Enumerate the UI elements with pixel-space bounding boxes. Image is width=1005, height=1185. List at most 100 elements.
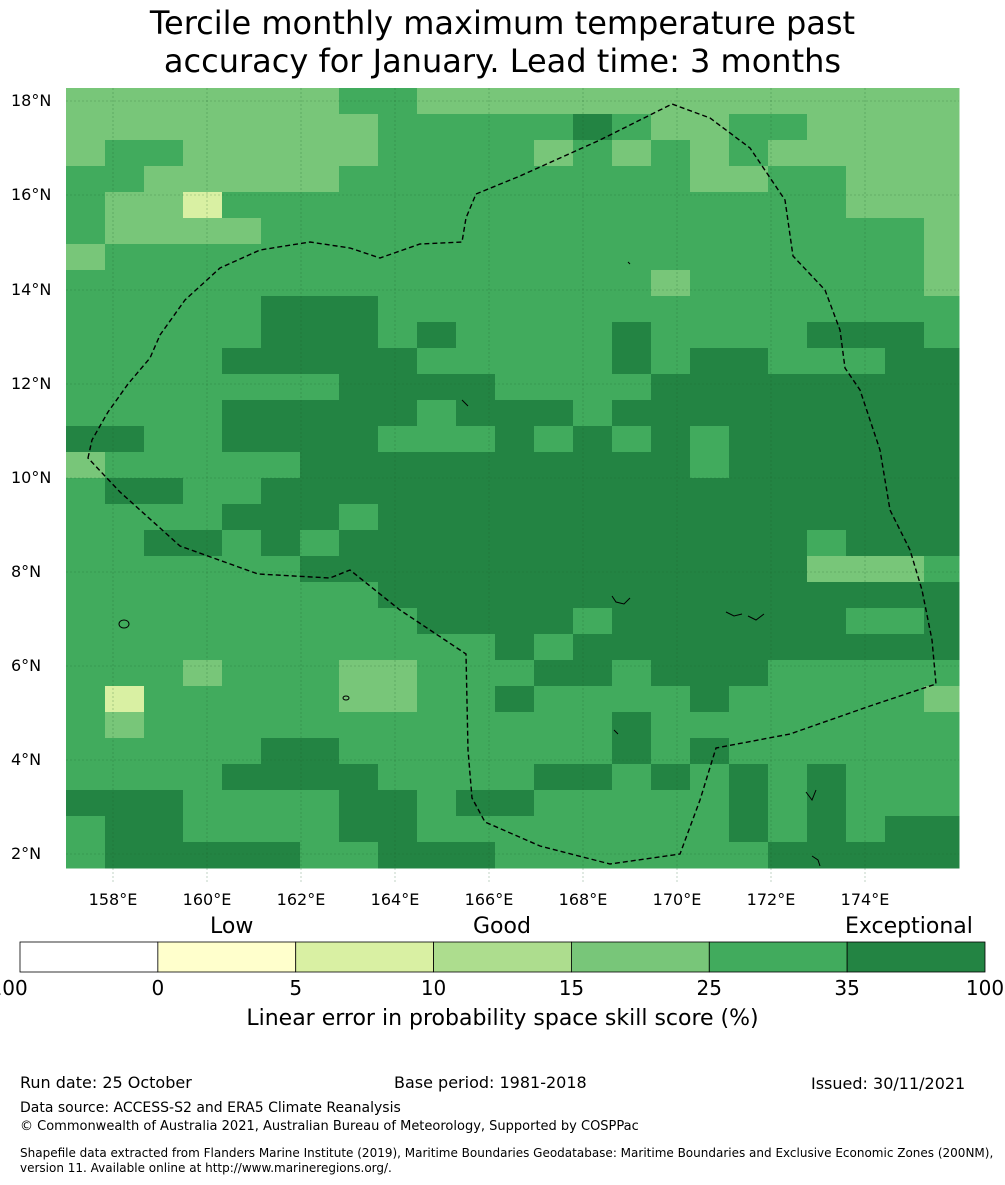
grid-cell [378, 608, 418, 635]
grid-cell [807, 400, 847, 427]
grid-cell [612, 738, 652, 765]
grid-cell [924, 790, 960, 817]
grid-cell [456, 192, 496, 219]
grid-cell [378, 504, 418, 531]
grid-cell [105, 296, 145, 323]
grid-cell [885, 166, 925, 193]
grid-cell [378, 712, 418, 739]
grid-cell [690, 582, 730, 609]
grid-cell [339, 322, 379, 349]
grid-cell [495, 738, 535, 765]
grid-cell [456, 452, 496, 479]
eez-boundary [87, 103, 937, 865]
grid-cell [300, 322, 340, 349]
grid-cell [729, 322, 769, 349]
grid-cell [495, 374, 535, 401]
grid-cell [768, 114, 808, 141]
grid-cell [417, 88, 457, 115]
grid-cell [690, 270, 730, 297]
grid-cell [378, 322, 418, 349]
grid-cell [378, 114, 418, 141]
grid-cell [417, 114, 457, 141]
grid-cell [105, 556, 145, 583]
grid-cell [846, 244, 886, 271]
grid-cell [807, 114, 847, 141]
grid-cell [534, 790, 574, 817]
grid-cell [144, 608, 184, 635]
grid-cell [534, 192, 574, 219]
grid-cell [339, 88, 379, 115]
grid-cell [378, 374, 418, 401]
grid-cell [261, 478, 301, 505]
grid-cell [261, 192, 301, 219]
grid-cell [495, 296, 535, 323]
grid-cell [729, 400, 769, 427]
grid-cell [144, 88, 184, 115]
grid-cell [417, 244, 457, 271]
grid-cell [105, 166, 145, 193]
grid-cell [66, 634, 106, 661]
grid-cell [144, 218, 184, 245]
colorbar-swatch [157, 941, 297, 973]
grid-cell [612, 608, 652, 635]
grid-cell [495, 244, 535, 271]
longitude-label: 162°E [276, 890, 326, 909]
grid-cell [300, 218, 340, 245]
grid-cell [651, 348, 691, 375]
grid-cell [690, 322, 730, 349]
grid-cell [729, 660, 769, 687]
grid-cell [885, 426, 925, 453]
grid-cell [66, 790, 106, 817]
grid-cell [573, 660, 613, 687]
grid-cell [417, 478, 457, 505]
grid-cell [651, 504, 691, 531]
grid-cell [222, 114, 262, 141]
grid-cell [339, 244, 379, 271]
grid-cell [846, 738, 886, 765]
colorbar-category-low: Low [210, 914, 254, 939]
grid-cell [144, 842, 184, 869]
grid-cell [105, 348, 145, 375]
grid-cell [222, 556, 262, 583]
grid-cell [651, 400, 691, 427]
grid-cell [573, 764, 613, 791]
grid-cell [885, 530, 925, 557]
grid-cell [417, 504, 457, 531]
colorbar-swatch [846, 941, 986, 973]
grid-cell [807, 244, 847, 271]
grid-cell [495, 790, 535, 817]
grid-cell [222, 400, 262, 427]
grid-cell [924, 582, 960, 609]
grid-cell [651, 114, 691, 141]
grid-cell [846, 374, 886, 401]
grid-cell [261, 426, 301, 453]
grid-cell [261, 114, 301, 141]
grid-cell [612, 504, 652, 531]
grid-cell [66, 374, 106, 401]
grid-cell [417, 166, 457, 193]
grid-cell [495, 218, 535, 245]
grid-cell [183, 296, 223, 323]
grid-cell [339, 530, 379, 557]
latitude-label: 4°N [11, 750, 42, 769]
grid-cell [222, 166, 262, 193]
grid-cell [66, 530, 106, 557]
grid-cell [144, 270, 184, 297]
grid-cell [183, 322, 223, 349]
grid-cell [300, 504, 340, 531]
grid-cell [924, 504, 960, 531]
grid-cell [651, 426, 691, 453]
grid-cell [456, 582, 496, 609]
grid-cell [105, 478, 145, 505]
grid-cell [534, 556, 574, 583]
grid-cell [417, 842, 457, 869]
grid-cell [417, 712, 457, 739]
grid-cell [144, 738, 184, 765]
grid-cell [183, 660, 223, 687]
grid-cell [378, 296, 418, 323]
grid-cell [924, 686, 960, 713]
grid-cell [144, 504, 184, 531]
grid-cell [105, 608, 145, 635]
grid-cell [807, 660, 847, 687]
grid-cell [261, 764, 301, 791]
